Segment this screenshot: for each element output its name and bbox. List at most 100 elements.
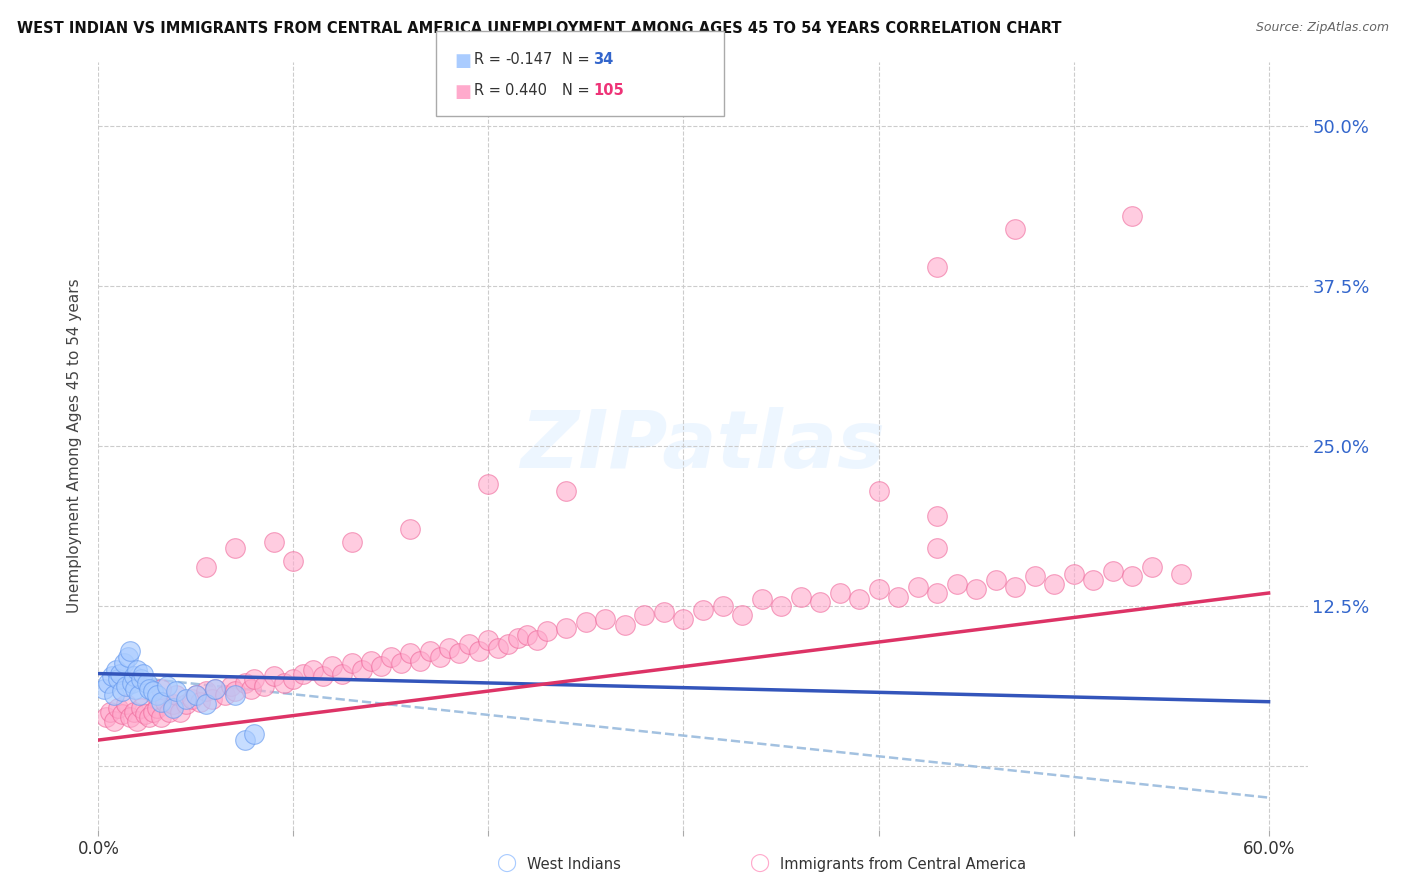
Point <box>165 684 187 698</box>
Text: R =: R = <box>474 52 505 67</box>
Point <box>633 607 655 622</box>
Point <box>131 701 153 715</box>
Point <box>925 586 948 600</box>
Point <box>121 675 143 690</box>
Point <box>162 698 184 712</box>
Point <box>124 681 146 696</box>
Point <box>516 628 538 642</box>
Point <box>965 582 987 597</box>
Point <box>1004 580 1026 594</box>
Point <box>263 669 285 683</box>
Text: ■: ■ <box>454 83 471 101</box>
Point <box>506 631 529 645</box>
Point <box>751 592 773 607</box>
Text: ZIPatlas: ZIPatlas <box>520 407 886 485</box>
Point <box>1043 577 1066 591</box>
Point <box>111 707 134 722</box>
Point <box>127 663 149 677</box>
Point <box>132 666 155 681</box>
Point <box>134 707 156 722</box>
Point <box>1004 221 1026 235</box>
Point <box>302 663 325 677</box>
Text: Immigrants from Central America: Immigrants from Central America <box>780 857 1026 872</box>
Point <box>253 679 276 693</box>
Point <box>153 695 176 709</box>
Point <box>769 599 792 613</box>
Point <box>555 621 578 635</box>
Point <box>103 689 125 703</box>
Point <box>104 663 127 677</box>
Point <box>149 681 172 696</box>
Point <box>188 695 211 709</box>
Point <box>340 657 363 671</box>
Point <box>117 649 139 664</box>
Point <box>467 643 489 657</box>
Point <box>614 618 637 632</box>
Point <box>174 698 197 712</box>
Point <box>389 657 412 671</box>
Point <box>907 580 929 594</box>
Point <box>107 672 129 686</box>
Point <box>97 675 120 690</box>
Point <box>157 705 180 719</box>
Point <box>136 675 159 690</box>
Point <box>112 657 135 671</box>
Point <box>118 710 141 724</box>
Point <box>652 605 675 619</box>
Point <box>98 705 121 719</box>
Text: ◯: ◯ <box>749 855 769 872</box>
Point <box>477 477 499 491</box>
Point <box>370 659 392 673</box>
Point <box>93 681 115 696</box>
Point <box>146 701 169 715</box>
Point <box>122 705 145 719</box>
Point <box>1140 560 1163 574</box>
Text: ■: ■ <box>454 52 471 70</box>
Text: ◯: ◯ <box>496 855 516 872</box>
Point <box>711 599 734 613</box>
Point <box>243 726 266 740</box>
Point <box>111 684 134 698</box>
Point <box>292 666 315 681</box>
Point <box>399 522 422 536</box>
Point <box>127 714 149 728</box>
Point <box>224 684 246 698</box>
Point <box>224 689 246 703</box>
Point <box>555 483 578 498</box>
Point <box>419 643 441 657</box>
Point <box>828 586 851 600</box>
Text: N =: N = <box>562 83 595 98</box>
Point <box>114 679 136 693</box>
Point <box>101 669 124 683</box>
Point <box>233 733 256 747</box>
Point <box>360 654 382 668</box>
Point <box>169 705 191 719</box>
Point <box>868 582 890 597</box>
Point <box>1024 569 1046 583</box>
Point <box>984 574 1007 588</box>
Point <box>114 698 136 712</box>
Text: R =: R = <box>474 83 505 98</box>
Point <box>380 649 402 664</box>
Point <box>204 681 226 696</box>
Point <box>925 541 948 556</box>
Point <box>477 633 499 648</box>
Point <box>330 666 353 681</box>
Point <box>1101 564 1123 578</box>
Point <box>283 672 305 686</box>
Point <box>273 675 295 690</box>
Point <box>595 612 617 626</box>
Point <box>243 672 266 686</box>
Point <box>142 705 165 719</box>
Point <box>496 637 519 651</box>
Point <box>184 689 207 703</box>
Point <box>239 681 262 696</box>
Point <box>526 633 548 648</box>
Point <box>108 666 131 681</box>
Point <box>146 689 169 703</box>
Point <box>399 646 422 660</box>
Point <box>887 590 910 604</box>
Point <box>149 695 172 709</box>
Point <box>575 615 598 630</box>
Point <box>194 684 217 698</box>
